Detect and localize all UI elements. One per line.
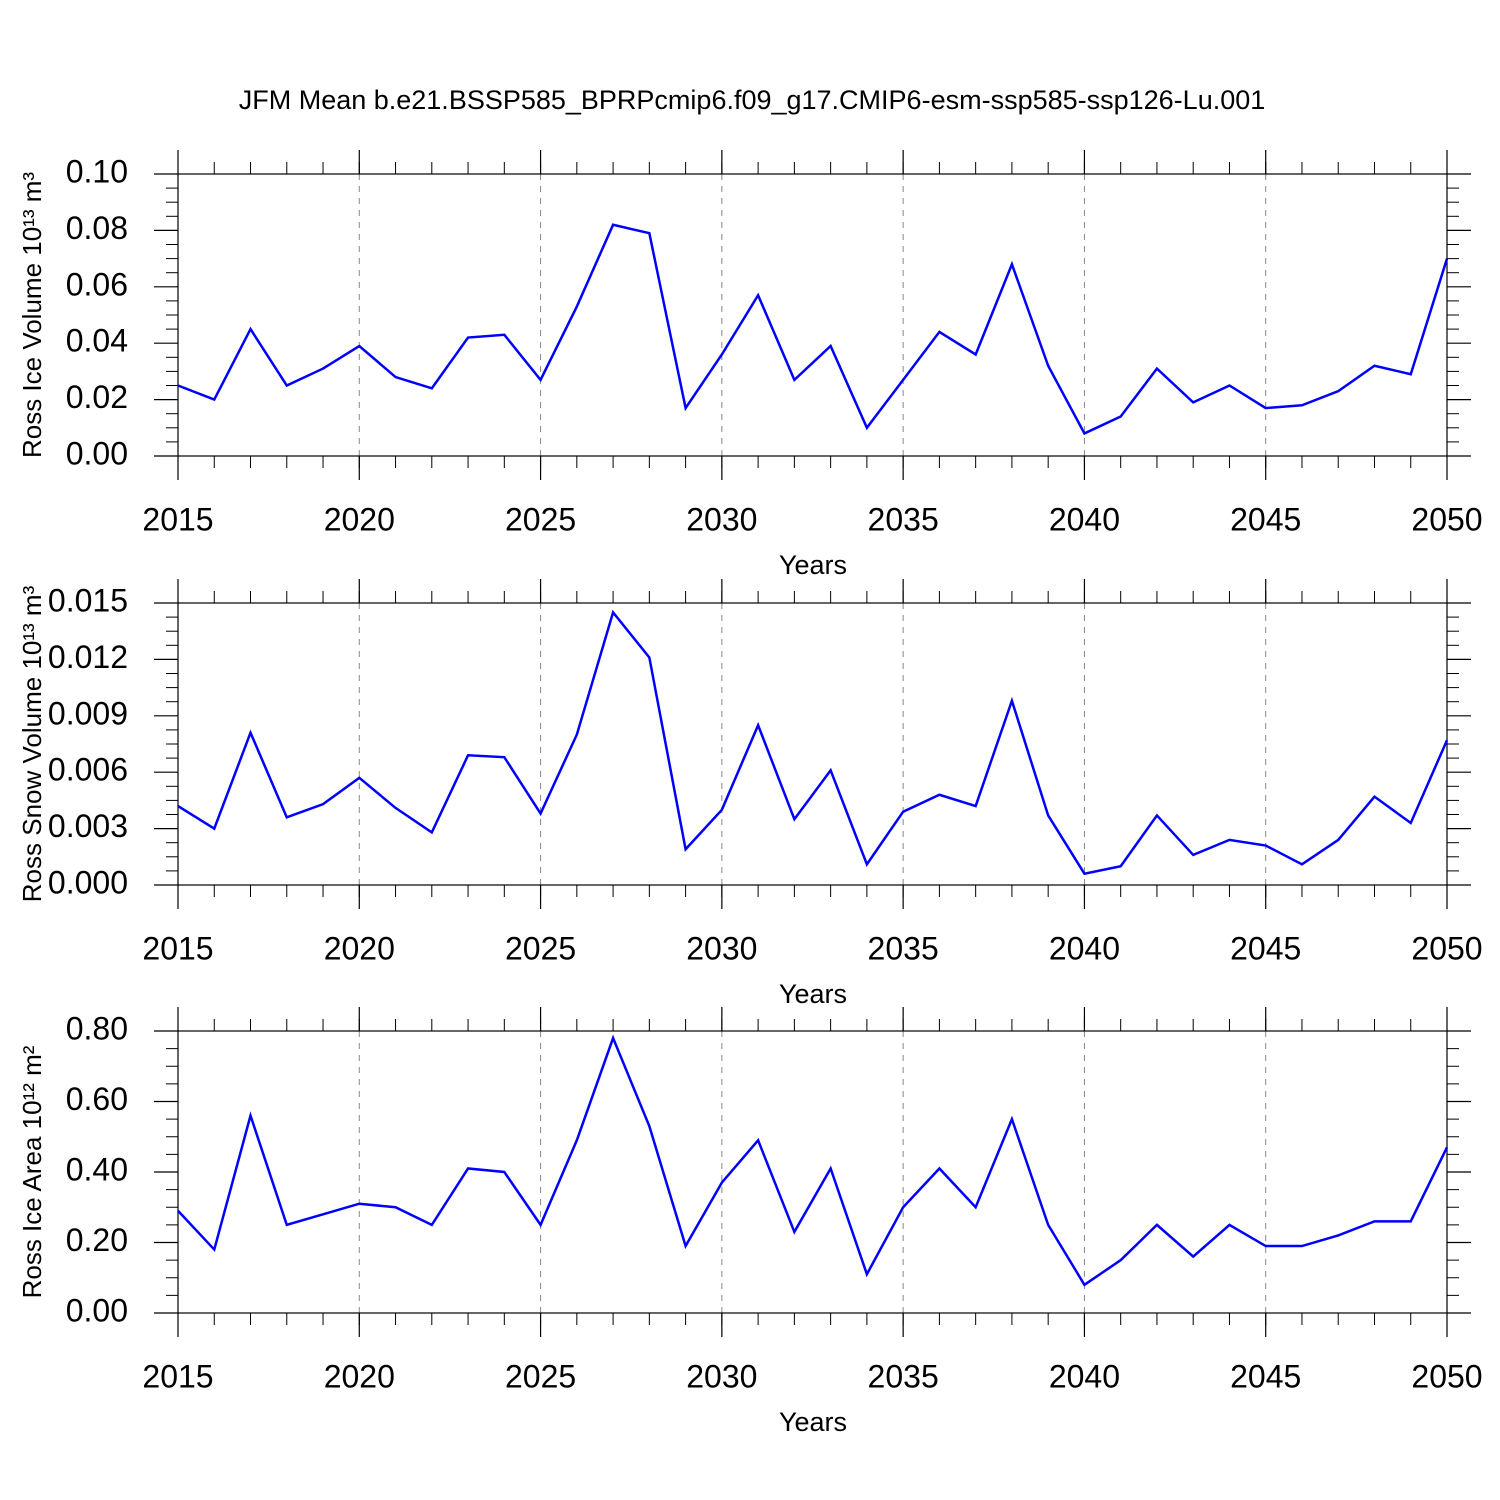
x-tick-label: 2040 — [1049, 930, 1120, 966]
y-tick-label: 0.009 — [48, 695, 128, 731]
x-tick-label: 2020 — [324, 930, 395, 966]
y-tick-label: 0.04 — [66, 323, 128, 359]
y-tick-label: 0.08 — [66, 210, 128, 246]
data-line — [177, 609, 1449, 876]
data-line — [177, 1034, 1449, 1287]
y-tick-label: 0.40 — [66, 1151, 128, 1187]
plot-frame — [177, 173, 1448, 457]
x-tick-label: 2045 — [1230, 930, 1301, 966]
x-tick-label: 2030 — [686, 501, 757, 537]
x-tick-label: 2050 — [1411, 930, 1482, 966]
y-tick-label: 0.006 — [48, 752, 128, 788]
x-axis-label: Years — [779, 1407, 847, 1437]
y-tick-label: 0.10 — [66, 153, 128, 189]
plot-frame — [177, 602, 1448, 886]
panel: 2015 2020 2025 2030 2035 2040 2045 2050 0.00 0.20… — [17, 1007, 1483, 1437]
x-tick-label: 2025 — [505, 501, 576, 537]
x-tick-label: 2035 — [868, 501, 939, 537]
x-tick-label: 2050 — [1411, 1358, 1482, 1394]
plot-frame — [177, 1030, 1448, 1314]
y-tick-label: 0.012 — [48, 639, 128, 675]
y-tick-label: 0.80 — [66, 1010, 128, 1046]
y-axis-label: Ross Snow Volume 10¹³ m³ — [17, 585, 47, 902]
y-axis-label: Ross Ice Area 10¹² m² — [17, 1045, 47, 1298]
x-tick-label: 2015 — [142, 930, 213, 966]
y-tick-label: 0.20 — [66, 1222, 128, 1258]
x-tick-label: 2050 — [1411, 501, 1482, 537]
x-tick-label: 2025 — [505, 1358, 576, 1394]
chart-title: JFM Mean b.e21.BSSP585_BPRPcmip6.f09_g17… — [239, 85, 1266, 115]
y-tick-label: 0.00 — [66, 1292, 128, 1328]
y-axis-label: Ross Ice Volume 10¹³ m³ — [17, 172, 47, 458]
x-tick-label: 2020 — [324, 1358, 395, 1394]
x-axis-label: Years — [779, 979, 847, 1009]
x-tick-label: 2045 — [1230, 501, 1301, 537]
y-tick-label: 0.000 — [48, 864, 128, 900]
data-line — [177, 223, 1449, 436]
y-tick-label: 0.02 — [66, 379, 128, 415]
x-tick-label: 2045 — [1230, 1358, 1301, 1394]
x-tick-label: 2040 — [1049, 1358, 1120, 1394]
panel: 2015 2020 2025 2030 2035 2040 2045 2050 0.000 0.0… — [17, 579, 1483, 1009]
y-tick-label: 0.60 — [66, 1081, 128, 1117]
panel: 2015 2020 2025 2030 2035 2040 2045 2050 0.00 0.02… — [17, 150, 1483, 580]
x-tick-label: 2030 — [686, 1358, 757, 1394]
x-tick-label: 2015 — [142, 501, 213, 537]
x-tick-label: 2035 — [868, 930, 939, 966]
x-tick-label: 2015 — [142, 1358, 213, 1394]
x-tick-label: 2020 — [324, 501, 395, 537]
x-axis-label: Years — [779, 550, 847, 580]
x-tick-label: 2040 — [1049, 501, 1120, 537]
x-tick-label: 2025 — [505, 930, 576, 966]
y-tick-label: 0.003 — [48, 808, 128, 844]
y-tick-label: 0.06 — [66, 266, 128, 302]
y-tick-label: 0.015 — [48, 582, 128, 618]
x-tick-label: 2030 — [686, 930, 757, 966]
x-tick-label: 2035 — [868, 1358, 939, 1394]
y-tick-label: 0.00 — [66, 435, 128, 471]
